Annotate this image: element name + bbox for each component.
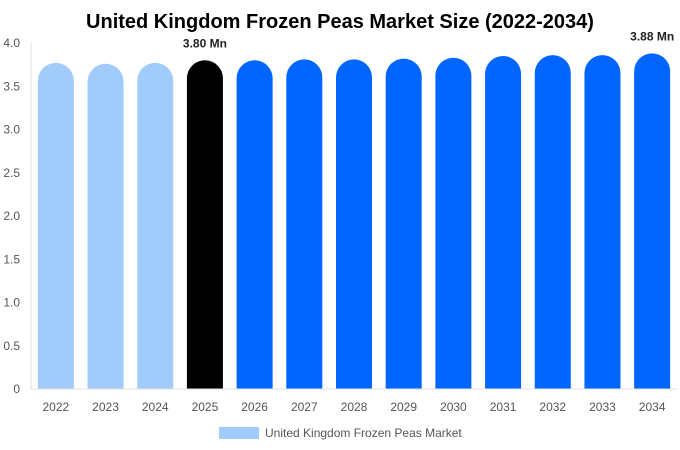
bar-2031 xyxy=(485,55,522,390)
x-tick-label: 2028 xyxy=(341,400,368,414)
y-tick-label: 2.5 xyxy=(3,166,20,180)
bar-2026 xyxy=(236,60,273,389)
bar-2027 xyxy=(286,59,323,389)
y-tick-label: 2.0 xyxy=(3,209,20,223)
bar-2025 xyxy=(186,60,223,389)
y-tick-label: 3.0 xyxy=(3,123,20,137)
x-tick-label: 2027 xyxy=(291,400,318,414)
y-tick-label: 1.5 xyxy=(3,252,20,266)
bar-2032 xyxy=(534,55,571,389)
bar-2030 xyxy=(435,57,472,389)
bar-2023 xyxy=(87,63,124,389)
bar-2022 xyxy=(37,62,74,390)
bars xyxy=(37,53,671,390)
x-tick-label: 2031 xyxy=(490,400,517,414)
data-label-2034: 3.88 Mn xyxy=(630,29,674,43)
data-labels: 3.80 Mn 3.88 Mn xyxy=(183,29,674,50)
y-tick-label: 3.5 xyxy=(3,79,20,93)
x-tick-label: 2026 xyxy=(241,400,268,414)
legend-label: United Kingdom Frozen Peas Market xyxy=(265,426,462,440)
bar-2034 xyxy=(634,53,671,389)
y-tick-label: 4.0 xyxy=(3,36,20,50)
bar-2028 xyxy=(336,59,372,389)
legend-swatch xyxy=(219,427,259,439)
bar-2029 xyxy=(385,58,422,389)
y-tick-label: 0 xyxy=(13,382,20,396)
data-label-2025: 3.80 Mn xyxy=(183,36,227,50)
chart-title: United Kingdom Frozen Peas Market Size (… xyxy=(86,11,594,33)
bar-2033 xyxy=(584,55,621,389)
x-tick-label: 2032 xyxy=(539,400,566,414)
x-tick-label: 2023 xyxy=(92,400,119,414)
x-tick-label: 2025 xyxy=(192,400,219,414)
y-tick-label: 0.5 xyxy=(3,339,20,353)
y-tick-label: 1.0 xyxy=(3,296,20,310)
x-tick-label: 2034 xyxy=(639,400,666,414)
x-tick-label: 2022 xyxy=(42,400,69,414)
x-tick-label: 2024 xyxy=(142,400,169,414)
x-tick-label: 2030 xyxy=(440,400,467,414)
x-tick-label: 2029 xyxy=(390,400,417,414)
x-tick-label: 2033 xyxy=(589,400,616,414)
x-axis: 2022 2023 2024 2025 2026 2027 2028 2029 2030 2031… xyxy=(31,388,677,414)
y-axis: 0 0.5 1.0 1.5 2.0 2.5 3.0 3.5 4.0 xyxy=(3,36,32,396)
legend: United Kingdom Frozen Peas Market xyxy=(219,426,462,440)
bar-2024 xyxy=(137,62,174,390)
